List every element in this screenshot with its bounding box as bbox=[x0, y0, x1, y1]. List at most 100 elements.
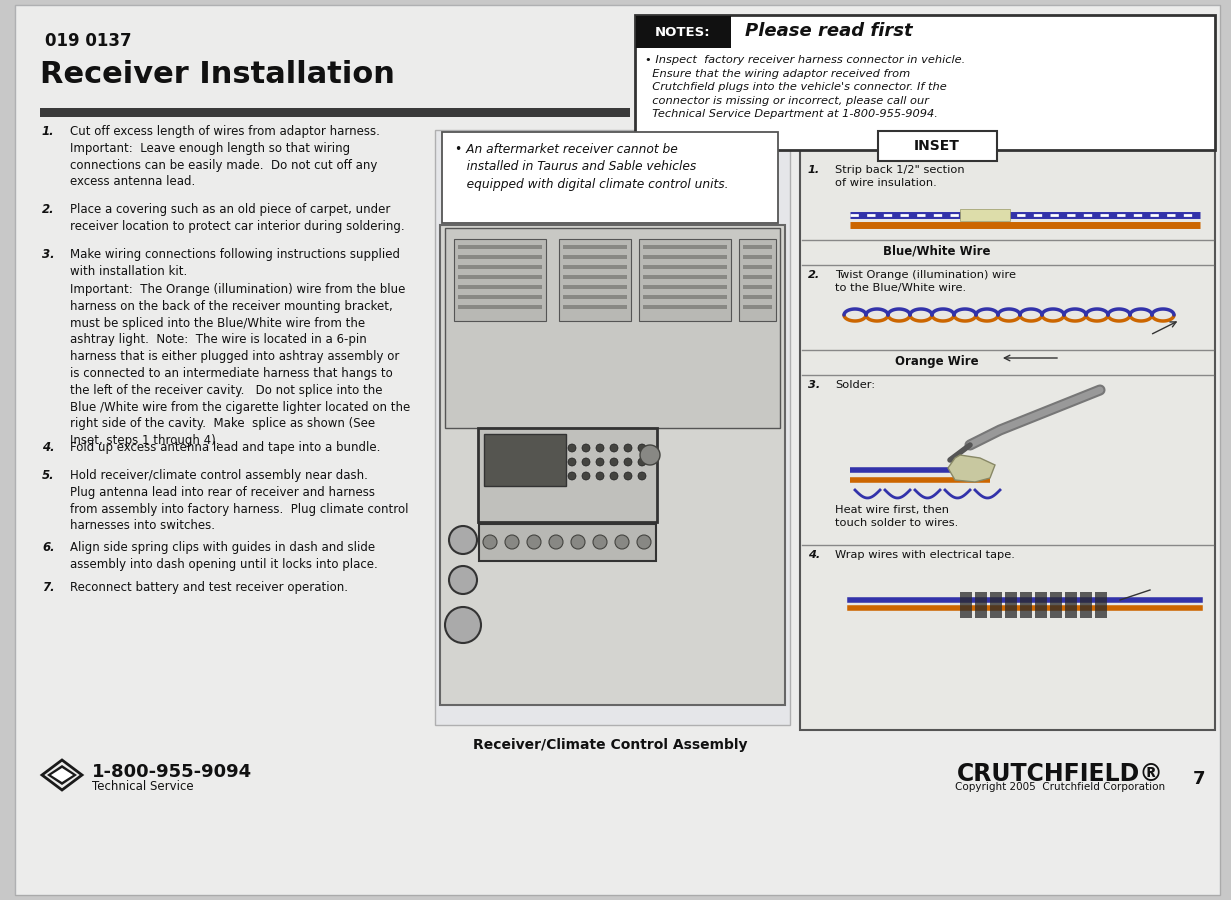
FancyBboxPatch shape bbox=[635, 15, 1215, 150]
Circle shape bbox=[640, 445, 660, 465]
FancyBboxPatch shape bbox=[444, 228, 780, 428]
Circle shape bbox=[624, 444, 632, 452]
FancyBboxPatch shape bbox=[643, 245, 728, 249]
FancyBboxPatch shape bbox=[636, 16, 731, 48]
FancyBboxPatch shape bbox=[643, 285, 728, 289]
Text: 3.: 3. bbox=[42, 248, 54, 261]
FancyBboxPatch shape bbox=[435, 130, 790, 725]
FancyBboxPatch shape bbox=[878, 131, 997, 161]
Circle shape bbox=[549, 535, 563, 549]
FancyBboxPatch shape bbox=[458, 285, 542, 289]
FancyBboxPatch shape bbox=[563, 255, 627, 259]
Circle shape bbox=[527, 535, 540, 549]
Text: Place a covering such as an old piece of carpet, under
receiver location to prot: Place a covering such as an old piece of… bbox=[70, 203, 405, 233]
Circle shape bbox=[593, 535, 607, 549]
Circle shape bbox=[567, 458, 576, 466]
Text: Copyright 2005  Crutchfield Corporation: Copyright 2005 Crutchfield Corporation bbox=[955, 782, 1165, 792]
FancyBboxPatch shape bbox=[639, 239, 731, 321]
FancyBboxPatch shape bbox=[439, 225, 785, 705]
Text: 4.: 4. bbox=[808, 550, 820, 560]
FancyBboxPatch shape bbox=[563, 305, 627, 309]
FancyBboxPatch shape bbox=[15, 5, 1220, 895]
FancyBboxPatch shape bbox=[744, 265, 772, 269]
Text: 4.: 4. bbox=[42, 441, 54, 454]
Text: NOTES:: NOTES: bbox=[655, 25, 710, 39]
Circle shape bbox=[624, 458, 632, 466]
Circle shape bbox=[638, 472, 646, 480]
FancyBboxPatch shape bbox=[800, 130, 1215, 730]
Polygon shape bbox=[50, 768, 73, 782]
FancyBboxPatch shape bbox=[744, 295, 772, 299]
Text: • Inspect  factory receiver harness connector in vehicle.
  Ensure that the wiri: • Inspect factory receiver harness conne… bbox=[645, 55, 965, 120]
FancyBboxPatch shape bbox=[458, 265, 542, 269]
Polygon shape bbox=[47, 765, 78, 785]
FancyBboxPatch shape bbox=[643, 255, 728, 259]
Circle shape bbox=[596, 444, 604, 452]
FancyBboxPatch shape bbox=[563, 265, 627, 269]
FancyBboxPatch shape bbox=[563, 245, 627, 249]
Text: CRUTCHFIELD®: CRUTCHFIELD® bbox=[956, 762, 1163, 786]
FancyBboxPatch shape bbox=[15, 5, 1220, 895]
FancyBboxPatch shape bbox=[478, 428, 657, 522]
FancyBboxPatch shape bbox=[563, 295, 627, 299]
Circle shape bbox=[582, 444, 590, 452]
Text: Receiver Installation: Receiver Installation bbox=[39, 60, 395, 89]
Text: 1.: 1. bbox=[808, 165, 820, 175]
Circle shape bbox=[582, 458, 590, 466]
Text: Receiver/Climate Control Assembly: Receiver/Climate Control Assembly bbox=[473, 738, 747, 752]
FancyBboxPatch shape bbox=[559, 239, 632, 321]
Circle shape bbox=[567, 444, 576, 452]
Circle shape bbox=[596, 458, 604, 466]
Circle shape bbox=[596, 472, 604, 480]
FancyBboxPatch shape bbox=[479, 524, 656, 561]
Text: Align side spring clips with guides in dash and slide
assembly into dash opening: Align side spring clips with guides in d… bbox=[70, 541, 378, 571]
Text: Make wiring connections following instructions supplied
with installation kit.: Make wiring connections following instru… bbox=[70, 248, 400, 278]
Text: Heat wire first, then
touch solder to wires.: Heat wire first, then touch solder to wi… bbox=[835, 505, 958, 528]
FancyBboxPatch shape bbox=[643, 305, 728, 309]
Circle shape bbox=[449, 526, 476, 554]
Text: Hold receiver/climate control assembly near dash.
Plug antenna lead into rear of: Hold receiver/climate control assembly n… bbox=[70, 469, 409, 533]
Circle shape bbox=[449, 566, 476, 594]
Text: 6.: 6. bbox=[42, 541, 54, 554]
Circle shape bbox=[611, 472, 618, 480]
FancyBboxPatch shape bbox=[442, 132, 778, 223]
Text: Orange Wire: Orange Wire bbox=[895, 355, 979, 368]
Polygon shape bbox=[1050, 592, 1062, 618]
FancyBboxPatch shape bbox=[458, 245, 542, 249]
Text: Wrap wires with electrical tape.: Wrap wires with electrical tape. bbox=[835, 550, 1014, 560]
Text: 1.: 1. bbox=[42, 125, 54, 138]
FancyBboxPatch shape bbox=[484, 434, 566, 486]
Text: Technical Service: Technical Service bbox=[92, 780, 193, 793]
FancyBboxPatch shape bbox=[39, 108, 630, 117]
Circle shape bbox=[636, 535, 651, 549]
Circle shape bbox=[483, 535, 497, 549]
Text: 7.: 7. bbox=[42, 581, 54, 594]
Text: • An aftermarket receiver cannot be
   installed in Taurus and Sable vehicles
  : • An aftermarket receiver cannot be inst… bbox=[455, 143, 729, 191]
Polygon shape bbox=[1080, 592, 1092, 618]
Text: 3.: 3. bbox=[808, 380, 820, 390]
Circle shape bbox=[567, 472, 576, 480]
Text: 2.: 2. bbox=[42, 203, 54, 216]
FancyBboxPatch shape bbox=[643, 265, 728, 269]
Circle shape bbox=[582, 472, 590, 480]
Polygon shape bbox=[1096, 592, 1107, 618]
Text: Fold up excess antenna lead and tape into a bundle.: Fold up excess antenna lead and tape int… bbox=[70, 441, 380, 454]
Text: 7: 7 bbox=[1193, 770, 1205, 788]
Polygon shape bbox=[975, 592, 987, 618]
Text: 2.: 2. bbox=[808, 270, 820, 280]
FancyBboxPatch shape bbox=[563, 275, 627, 279]
Polygon shape bbox=[960, 592, 972, 618]
Circle shape bbox=[638, 458, 646, 466]
FancyBboxPatch shape bbox=[744, 275, 772, 279]
FancyBboxPatch shape bbox=[744, 305, 772, 309]
Polygon shape bbox=[1065, 592, 1077, 618]
Text: 019 0137: 019 0137 bbox=[46, 32, 132, 50]
FancyBboxPatch shape bbox=[454, 239, 547, 321]
Polygon shape bbox=[1020, 592, 1032, 618]
Text: Reconnect battery and test receiver operation.: Reconnect battery and test receiver oper… bbox=[70, 581, 348, 594]
Text: Cut off excess length of wires from adaptor harness.
Important:  Leave enough le: Cut off excess length of wires from adap… bbox=[70, 125, 380, 188]
Text: Strip back 1/2" section
of wire insulation.: Strip back 1/2" section of wire insulati… bbox=[835, 165, 965, 188]
Circle shape bbox=[638, 444, 646, 452]
Polygon shape bbox=[948, 455, 995, 482]
Text: 1-800-955-9094: 1-800-955-9094 bbox=[92, 763, 252, 781]
